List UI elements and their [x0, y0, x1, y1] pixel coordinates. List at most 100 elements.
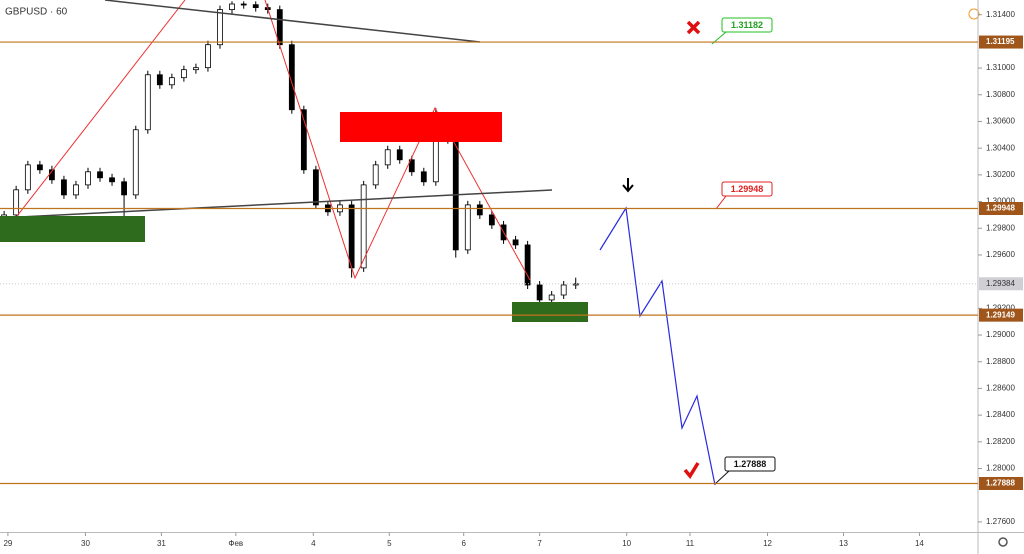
- x-tick-label: 14: [915, 539, 924, 548]
- x-tick-label: 30: [81, 539, 90, 548]
- callout-label: 1.31182: [731, 20, 763, 30]
- candle-body: [168, 77, 175, 86]
- callout-leader: [715, 195, 727, 210]
- level-price-label: 1.29149: [986, 310, 1015, 319]
- candle-body: [36, 164, 43, 171]
- callouts: 1.31182 1.29948 1.27888: [711, 17, 776, 485]
- candle-body: [121, 181, 127, 196]
- y-tick-label: 1.30600: [986, 117, 1015, 126]
- level-price-label: 1.29948: [986, 204, 1015, 213]
- candle-body: [252, 4, 259, 9]
- y-tick-label: 1.30000: [986, 197, 1015, 206]
- x-tick-label: 29: [3, 539, 12, 548]
- title-box: [2, 3, 66, 19]
- candle-body: [560, 284, 567, 296]
- y-tick-label: 1.28200: [986, 437, 1015, 446]
- candle-body: [360, 184, 367, 269]
- callout-box: [721, 181, 773, 197]
- candle-body: [193, 67, 199, 71]
- candle-body: [109, 177, 115, 183]
- candle-body: [73, 184, 79, 196]
- trendline: [0, 189, 553, 219]
- candle-body: [217, 9, 223, 46]
- y-tick-label: 1.28400: [986, 410, 1015, 419]
- candle-body: [384, 149, 391, 166]
- candle-body: [61, 179, 67, 196]
- callout-leader: [714, 470, 730, 485]
- x-tick-label: 4: [311, 539, 316, 548]
- y-tick-label: 1.29200: [986, 303, 1015, 312]
- y-tick-label: 1.29600: [986, 250, 1015, 259]
- candle-body: [180, 69, 187, 79]
- candle-body: [288, 44, 295, 111]
- x-tick-label: 13: [839, 539, 848, 548]
- cross-icon: [686, 20, 701, 35]
- candle-body: [312, 169, 319, 206]
- x-tick-label: 11: [686, 539, 695, 548]
- candle-body: [420, 171, 427, 183]
- demand-zone: [0, 216, 145, 242]
- x-tick-label: 6: [461, 539, 466, 548]
- alert-icon: [968, 8, 980, 20]
- callout-label: 1.27888: [734, 459, 767, 469]
- x-tick-label: Фев: [228, 539, 243, 548]
- x-tick-label: 31: [157, 539, 166, 548]
- last-price-label: 1.29384: [986, 279, 1015, 288]
- y-tick-label: 1.30800: [986, 90, 1015, 99]
- candle-body: [240, 3, 247, 6]
- candle-body: [536, 284, 543, 301]
- candle-body: [229, 3, 235, 11]
- settings-icon: [998, 537, 1008, 547]
- x-tick-label: 10: [622, 539, 631, 548]
- candle-body: [408, 159, 415, 173]
- y-tick-label: 1.29800: [986, 223, 1015, 232]
- candle-body: [85, 171, 91, 186]
- candle-body: [348, 204, 355, 269]
- level-price-label: 1.27888: [986, 479, 1015, 488]
- callout-box: [724, 456, 776, 472]
- y-tick-label: 1.29000: [986, 330, 1015, 339]
- candle-body: [24, 164, 31, 191]
- last-price-box: [979, 277, 1023, 291]
- candle-body: [396, 149, 403, 161]
- zigzag: [0, 0, 186, 239]
- drawings: [0, 0, 1008, 547]
- candle-body: [464, 204, 471, 251]
- y-tick-label: 1.30200: [986, 170, 1015, 179]
- y-tick-label: 1.31400: [986, 10, 1015, 19]
- supply-zone: [340, 112, 502, 142]
- y-tick-label: 1.30400: [986, 143, 1015, 152]
- level-price-box: [979, 476, 1023, 490]
- candle-body: [132, 129, 139, 196]
- candle-body: [548, 294, 555, 301]
- candle-body: [156, 74, 163, 86]
- candle-body: [488, 214, 495, 226]
- callout-label: 1.29948: [731, 184, 764, 194]
- chart-title: GBPUSD · 60: [5, 7, 68, 18]
- check-icon: [683, 462, 700, 479]
- level-price-box: [979, 308, 1023, 322]
- candle-body: [300, 109, 307, 171]
- y-tick-label: 1.28600: [986, 384, 1015, 393]
- candle-body: [13, 189, 20, 216]
- down-arrow: [622, 178, 634, 193]
- candle-body: [372, 164, 379, 186]
- candle-body: [205, 44, 211, 69]
- level-price-box: [979, 35, 1023, 49]
- x-tick-label: 7: [537, 539, 542, 548]
- candle-body: [144, 74, 151, 131]
- x-tick-label: 12: [763, 539, 772, 548]
- y-tick-label: 1.28000: [986, 464, 1015, 473]
- y-tick-label: 1.27600: [986, 517, 1015, 526]
- x-tick-label: 5: [387, 539, 392, 548]
- candle-body: [572, 283, 579, 286]
- y-tick-label: 1.31000: [986, 63, 1015, 72]
- candle-body: [476, 204, 483, 216]
- demand-zone: [512, 302, 588, 322]
- candle-body: [512, 239, 519, 246]
- candle-body: [524, 244, 531, 286]
- level-price-label: 1.31195: [986, 37, 1015, 46]
- level-price-box: [979, 202, 1023, 216]
